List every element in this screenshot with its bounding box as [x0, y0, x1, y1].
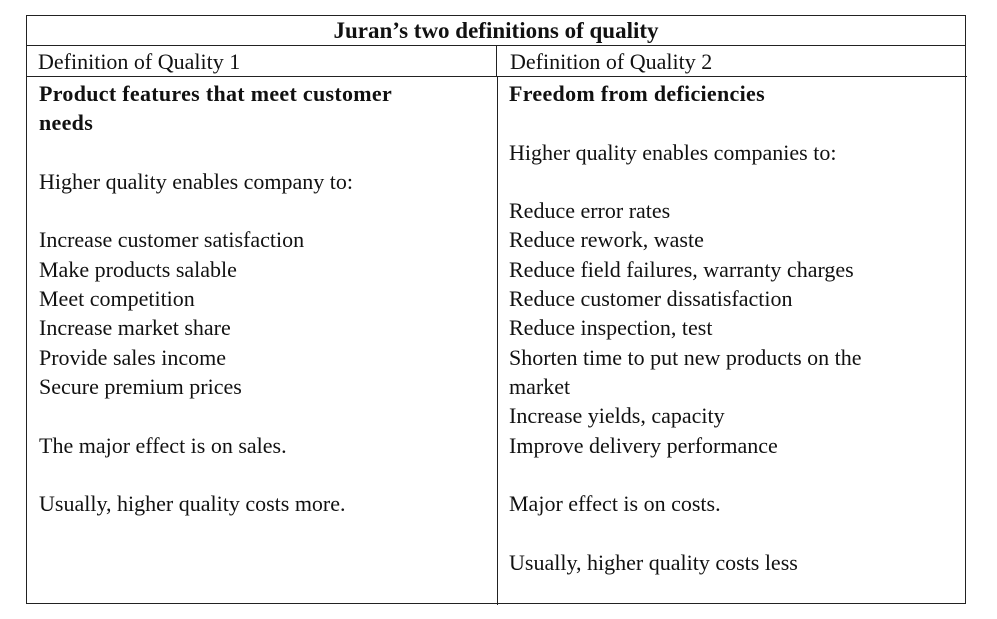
- spacer: [509, 518, 949, 547]
- definition-1-cost: Usually, higher quality costs more.: [39, 491, 346, 517]
- definition-1-effect: The major effect is on sales.: [39, 432, 287, 458]
- spacer: [509, 460, 949, 489]
- list-item: Increase yields, capacity: [509, 403, 725, 429]
- list-item: Improve delivery performance: [509, 432, 778, 458]
- list-item: Secure premium prices: [39, 373, 242, 399]
- spacer: [39, 138, 479, 167]
- table-title: Juran’s two definitions of quality: [27, 16, 965, 46]
- spacer: [39, 196, 479, 225]
- quality-definitions-table: Juran’s two definitions of quality Defin…: [26, 15, 967, 605]
- list-item: Make products salable: [39, 256, 237, 282]
- spacer: [39, 401, 479, 430]
- list-item: Meet competition: [39, 286, 195, 312]
- column-header-definition-2: Definition of Quality 2: [497, 46, 967, 77]
- definition-1-heading-line-2: needs: [39, 110, 94, 136]
- list-item: Reduce field failures, warranty charges: [509, 256, 854, 282]
- spacer: [509, 108, 949, 137]
- list-item: Reduce customer dissatisfaction: [509, 286, 793, 312]
- list-item: Reduce rework, waste: [509, 227, 704, 253]
- list-item: market: [509, 373, 571, 399]
- definition-1-heading-line-1: Product features that meet customer: [39, 81, 393, 106]
- definition-2-cell: Freedom from deficiencies Higher quality…: [509, 79, 949, 577]
- list-item: Increase market share: [39, 315, 231, 341]
- spacer: [39, 460, 479, 489]
- definition-1-intro: Higher quality enables company to:: [39, 168, 354, 194]
- definition-1-cell: Product features that meet customer need…: [39, 79, 479, 518]
- definition-2-effect: Major effect is on costs.: [509, 491, 721, 517]
- list-item: Increase customer satisfaction: [39, 227, 305, 253]
- list-item: Provide sales income: [39, 344, 226, 370]
- list-item: Reduce inspection, test: [509, 315, 713, 341]
- list-item: Shorten time to put new products on the: [509, 344, 862, 370]
- definition-2-cost: Usually, higher quality costs less: [509, 549, 798, 575]
- list-item: Reduce error rates: [509, 198, 671, 224]
- definition-2-heading: Freedom from deficiencies: [509, 81, 765, 106]
- definition-2-intro: Higher quality enables companies to:: [509, 139, 837, 165]
- column-divider: [497, 77, 498, 605]
- column-header-definition-1: Definition of Quality 1: [27, 46, 497, 77]
- spacer: [509, 167, 949, 196]
